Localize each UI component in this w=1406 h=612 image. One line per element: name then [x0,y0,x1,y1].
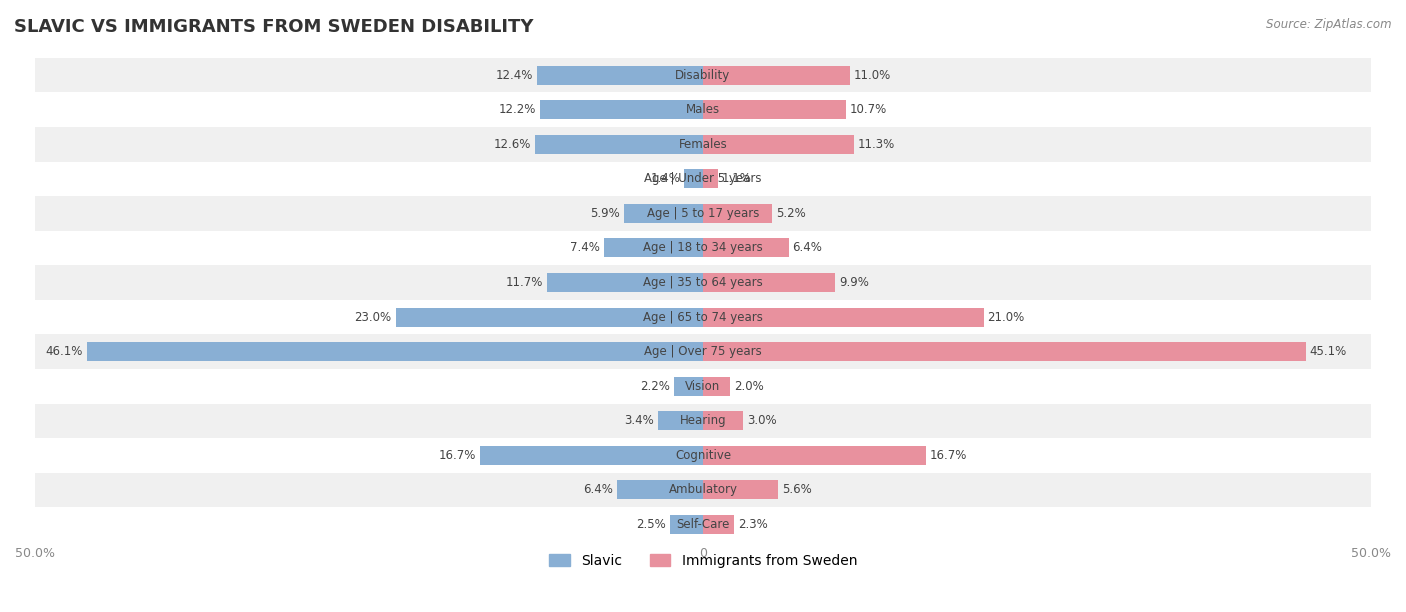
Text: Age | 35 to 64 years: Age | 35 to 64 years [643,276,763,289]
Text: 5.6%: 5.6% [782,483,811,496]
Text: 21.0%: 21.0% [987,310,1025,324]
Bar [35,507,1371,542]
Bar [703,170,717,188]
Bar [35,300,1371,334]
Bar [703,411,744,430]
Text: Disability: Disability [675,69,731,81]
Text: 1.1%: 1.1% [721,173,752,185]
Bar [703,239,789,258]
Text: 2.5%: 2.5% [636,518,665,531]
Bar [703,342,1306,361]
Bar [534,135,703,154]
Text: Females: Females [679,138,727,151]
Bar [35,265,1371,300]
Text: 12.4%: 12.4% [496,69,533,81]
Bar [658,411,703,430]
Text: Age | Under 5 years: Age | Under 5 years [644,173,762,185]
Text: Age | 65 to 74 years: Age | 65 to 74 years [643,310,763,324]
Text: SLAVIC VS IMMIGRANTS FROM SWEDEN DISABILITY: SLAVIC VS IMMIGRANTS FROM SWEDEN DISABIL… [14,18,533,36]
Text: 2.3%: 2.3% [738,518,768,531]
Bar [35,196,1371,231]
Text: 3.0%: 3.0% [747,414,776,427]
Bar [703,100,846,119]
Bar [87,342,703,361]
Bar [703,515,734,534]
Text: 46.1%: 46.1% [46,345,83,358]
Text: Source: ZipAtlas.com: Source: ZipAtlas.com [1267,18,1392,31]
Bar [395,308,703,327]
Text: 16.7%: 16.7% [439,449,475,462]
Text: 5.9%: 5.9% [591,207,620,220]
Bar [35,334,1371,369]
Bar [703,480,778,499]
Bar [703,377,730,396]
Bar [479,446,703,465]
Text: 11.7%: 11.7% [505,276,543,289]
Text: 2.2%: 2.2% [640,379,669,393]
Bar [35,472,1371,507]
Bar [703,446,927,465]
Text: Males: Males [686,103,720,116]
Bar [540,100,703,119]
Bar [669,515,703,534]
Text: Ambulatory: Ambulatory [668,483,738,496]
Bar [35,162,1371,196]
Text: 12.2%: 12.2% [499,103,536,116]
Text: 11.0%: 11.0% [853,69,891,81]
Bar [547,273,703,292]
Text: 6.4%: 6.4% [583,483,613,496]
Bar [537,65,703,84]
Text: 11.3%: 11.3% [858,138,896,151]
Text: 16.7%: 16.7% [931,449,967,462]
Bar [624,204,703,223]
Text: 23.0%: 23.0% [354,310,392,324]
Text: 6.4%: 6.4% [793,242,823,255]
Bar [703,204,772,223]
Bar [703,135,853,154]
Text: Age | 18 to 34 years: Age | 18 to 34 years [643,242,763,255]
Bar [703,273,835,292]
Bar [673,377,703,396]
Bar [35,92,1371,127]
Bar [703,65,851,84]
Text: 9.9%: 9.9% [839,276,869,289]
Text: 45.1%: 45.1% [1309,345,1347,358]
Bar [685,170,703,188]
Text: Hearing: Hearing [679,414,727,427]
Text: Vision: Vision [685,379,721,393]
Text: 3.4%: 3.4% [624,414,654,427]
Text: 2.0%: 2.0% [734,379,763,393]
Bar [35,127,1371,162]
Legend: Slavic, Immigrants from Sweden: Slavic, Immigrants from Sweden [543,548,863,573]
Bar [703,308,984,327]
Bar [605,239,703,258]
Text: 12.6%: 12.6% [494,138,530,151]
Bar [617,480,703,499]
Text: Age | 5 to 17 years: Age | 5 to 17 years [647,207,759,220]
Bar [35,231,1371,265]
Text: Cognitive: Cognitive [675,449,731,462]
Text: 10.7%: 10.7% [851,103,887,116]
Text: 7.4%: 7.4% [571,242,600,255]
Bar [35,58,1371,92]
Bar [35,403,1371,438]
Text: Self-Care: Self-Care [676,518,730,531]
Text: 1.4%: 1.4% [651,173,681,185]
Bar [35,369,1371,403]
Text: Age | Over 75 years: Age | Over 75 years [644,345,762,358]
Bar [35,438,1371,472]
Text: 5.2%: 5.2% [776,207,806,220]
